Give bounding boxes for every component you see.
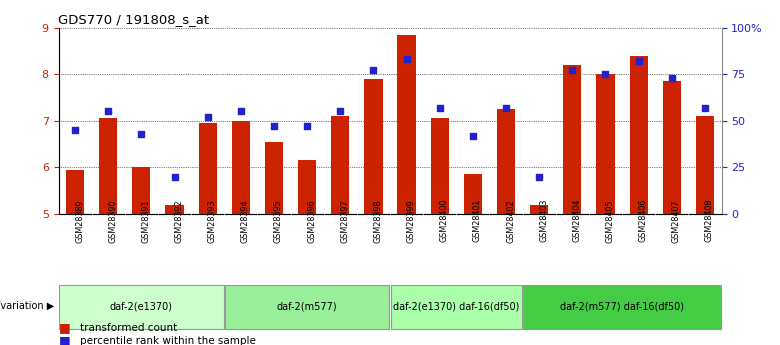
Point	[400, 57, 413, 62]
Text: GSM28407: GSM28407	[672, 199, 681, 243]
Text: GSM28392: GSM28392	[175, 199, 183, 243]
Point	[102, 109, 115, 114]
Bar	[629, 56, 647, 214]
Point	[466, 133, 479, 138]
Bar	[364, 79, 382, 214]
Point	[268, 124, 280, 129]
Point	[135, 131, 147, 137]
Text: GSM28408: GSM28408	[705, 199, 714, 243]
Point	[533, 174, 545, 179]
Text: GSM28400: GSM28400	[440, 199, 448, 243]
Bar	[133, 167, 151, 214]
Bar	[663, 81, 681, 214]
Point	[235, 109, 247, 114]
Text: GDS770 / 191808_s_at: GDS770 / 191808_s_at	[58, 13, 210, 27]
Text: genotype/variation ▶: genotype/variation ▶	[0, 301, 55, 311]
Bar	[497, 109, 515, 214]
Bar	[298, 160, 316, 214]
Point	[599, 71, 612, 77]
Text: daf-2(e1370): daf-2(e1370)	[110, 301, 173, 311]
Point	[168, 174, 181, 179]
Text: GSM28396: GSM28396	[307, 199, 316, 243]
Text: GSM28397: GSM28397	[340, 199, 349, 243]
Point	[367, 68, 380, 73]
Bar	[232, 121, 250, 214]
Bar	[530, 205, 548, 214]
Bar	[431, 118, 448, 214]
Point	[566, 68, 579, 73]
Text: GSM28401: GSM28401	[473, 199, 482, 243]
Text: GSM28405: GSM28405	[605, 199, 615, 243]
Text: GSM28404: GSM28404	[573, 199, 581, 243]
Bar	[398, 34, 416, 214]
Bar	[199, 123, 217, 214]
Text: GSM28390: GSM28390	[108, 199, 117, 243]
Point	[665, 75, 678, 81]
Bar	[696, 116, 714, 214]
Text: ■: ■	[58, 321, 70, 334]
Text: percentile rank within the sample: percentile rank within the sample	[80, 336, 256, 345]
Point	[699, 105, 711, 110]
Bar	[563, 65, 581, 214]
Text: GSM28395: GSM28395	[274, 199, 283, 243]
Text: daf-2(m577): daf-2(m577)	[277, 301, 338, 311]
Text: GSM28393: GSM28393	[207, 199, 217, 243]
Point	[500, 105, 512, 110]
Text: GSM28398: GSM28398	[374, 199, 382, 243]
Text: GSM28389: GSM28389	[75, 199, 84, 243]
Point	[301, 124, 314, 129]
Bar	[597, 74, 615, 214]
Bar	[523, 285, 721, 329]
Bar	[225, 285, 389, 329]
Text: GSM28402: GSM28402	[506, 199, 515, 243]
Bar	[99, 118, 117, 214]
Point	[434, 105, 446, 110]
Text: GSM28399: GSM28399	[406, 199, 416, 243]
Text: transformed count: transformed count	[80, 324, 178, 333]
Text: GSM28394: GSM28394	[241, 199, 250, 243]
Bar	[59, 285, 224, 329]
Bar	[464, 174, 482, 214]
Point	[334, 109, 346, 114]
Bar	[332, 116, 349, 214]
Text: daf-2(e1370) daf-16(df50): daf-2(e1370) daf-16(df50)	[393, 301, 519, 311]
Text: GSM28391: GSM28391	[141, 199, 151, 243]
Bar	[265, 142, 283, 214]
Point	[201, 114, 214, 120]
Text: GSM28406: GSM28406	[639, 199, 647, 243]
Text: ■: ■	[58, 334, 70, 345]
Bar	[391, 285, 522, 329]
Bar	[66, 170, 84, 214]
Text: daf-2(m577) daf-16(df50): daf-2(m577) daf-16(df50)	[560, 301, 684, 311]
Text: GSM28403: GSM28403	[539, 199, 548, 243]
Point	[69, 127, 81, 133]
Point	[633, 58, 645, 64]
Bar	[165, 205, 183, 214]
